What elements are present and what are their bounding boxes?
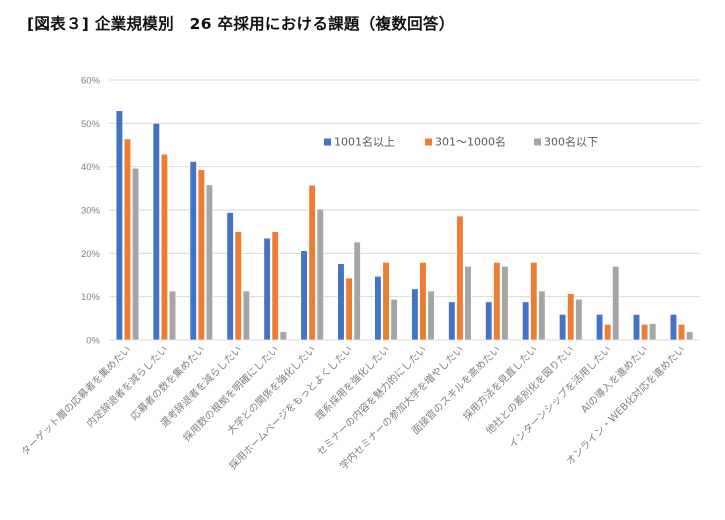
bar-group (411, 262, 435, 341)
bar-group (522, 262, 546, 341)
bar (115, 110, 123, 341)
bar-group (263, 231, 287, 341)
bar (263, 237, 271, 341)
bar (456, 215, 464, 341)
legend-label: 1001名以上 (334, 135, 395, 149)
bar-group (115, 110, 140, 341)
bar (234, 231, 242, 341)
bar (686, 331, 694, 341)
bar (522, 301, 530, 341)
bars (115, 110, 694, 341)
bar-group (226, 212, 250, 341)
legend-label: 301～1000名 (435, 135, 506, 149)
bar (596, 314, 604, 341)
y-tick-label: 50% (81, 119, 101, 130)
bar (374, 275, 382, 341)
legend-swatch (324, 138, 331, 146)
bar (382, 262, 390, 341)
bar (205, 184, 213, 341)
bar-group (448, 215, 472, 341)
bar (669, 314, 677, 341)
bar (168, 290, 177, 341)
bar-group (485, 262, 509, 341)
bar (411, 288, 419, 341)
bar (612, 266, 620, 341)
bar-group (152, 123, 177, 341)
bar (353, 241, 361, 341)
bar (604, 324, 612, 341)
bar-group (337, 241, 361, 341)
bar (300, 250, 308, 341)
bar (316, 208, 324, 341)
legend: 1001名以上 301～1000名 300名以下 (324, 135, 598, 149)
bar (427, 290, 435, 341)
y-tick-label: 0% (86, 336, 100, 347)
y-tick-label: 60% (81, 76, 101, 87)
bar-group (374, 262, 398, 341)
bar (632, 314, 641, 341)
bar (559, 314, 567, 341)
bar (530, 262, 538, 341)
y-tick-label: 30% (81, 206, 101, 217)
y-tick-label: 10% (81, 292, 101, 303)
y-tick-label: 20% (81, 249, 101, 260)
bar (308, 185, 316, 341)
bar (123, 138, 132, 341)
bar (197, 169, 205, 341)
bar (152, 123, 160, 341)
x-axis-labels: ターゲット層の応募者を集めたい内定辞退者を減らしたい応募者の数を集めたい選考辞退… (18, 343, 687, 472)
figure-title: [図表３] 企業規模別 26 卒採用における課題（複数回答） (27, 15, 455, 33)
bar (160, 153, 168, 341)
bar (567, 293, 575, 341)
bar-group (189, 161, 213, 341)
bar (448, 301, 456, 341)
bar (538, 290, 546, 341)
bar (464, 266, 472, 341)
bar (279, 331, 287, 341)
bar (485, 301, 493, 341)
bar (226, 212, 234, 341)
bar-group (300, 185, 324, 341)
bar-group (632, 314, 657, 341)
bar (271, 231, 279, 341)
bar (390, 298, 398, 341)
bar (501, 266, 509, 341)
y-axis-ticks: 0% 10% 20% 30% 40% 50% 60% (81, 76, 101, 347)
bar (419, 262, 427, 341)
bar-group (669, 314, 694, 341)
bar-group (559, 293, 583, 341)
legend-swatch (425, 138, 432, 146)
bar (493, 262, 501, 341)
y-tick-label: 40% (81, 162, 101, 173)
bar (649, 323, 657, 341)
bar (677, 324, 686, 341)
bar (189, 161, 197, 341)
bar (242, 290, 250, 341)
bar (575, 298, 583, 341)
gridlines (109, 79, 700, 341)
bar (345, 277, 353, 341)
bar-group (596, 266, 620, 341)
legend-swatch (534, 138, 541, 146)
x-category-label: AIの導入を進めたい (578, 343, 651, 416)
bar (641, 324, 649, 341)
bar (132, 168, 140, 341)
legend-label: 300名以下 (544, 135, 598, 149)
bar (337, 263, 345, 341)
